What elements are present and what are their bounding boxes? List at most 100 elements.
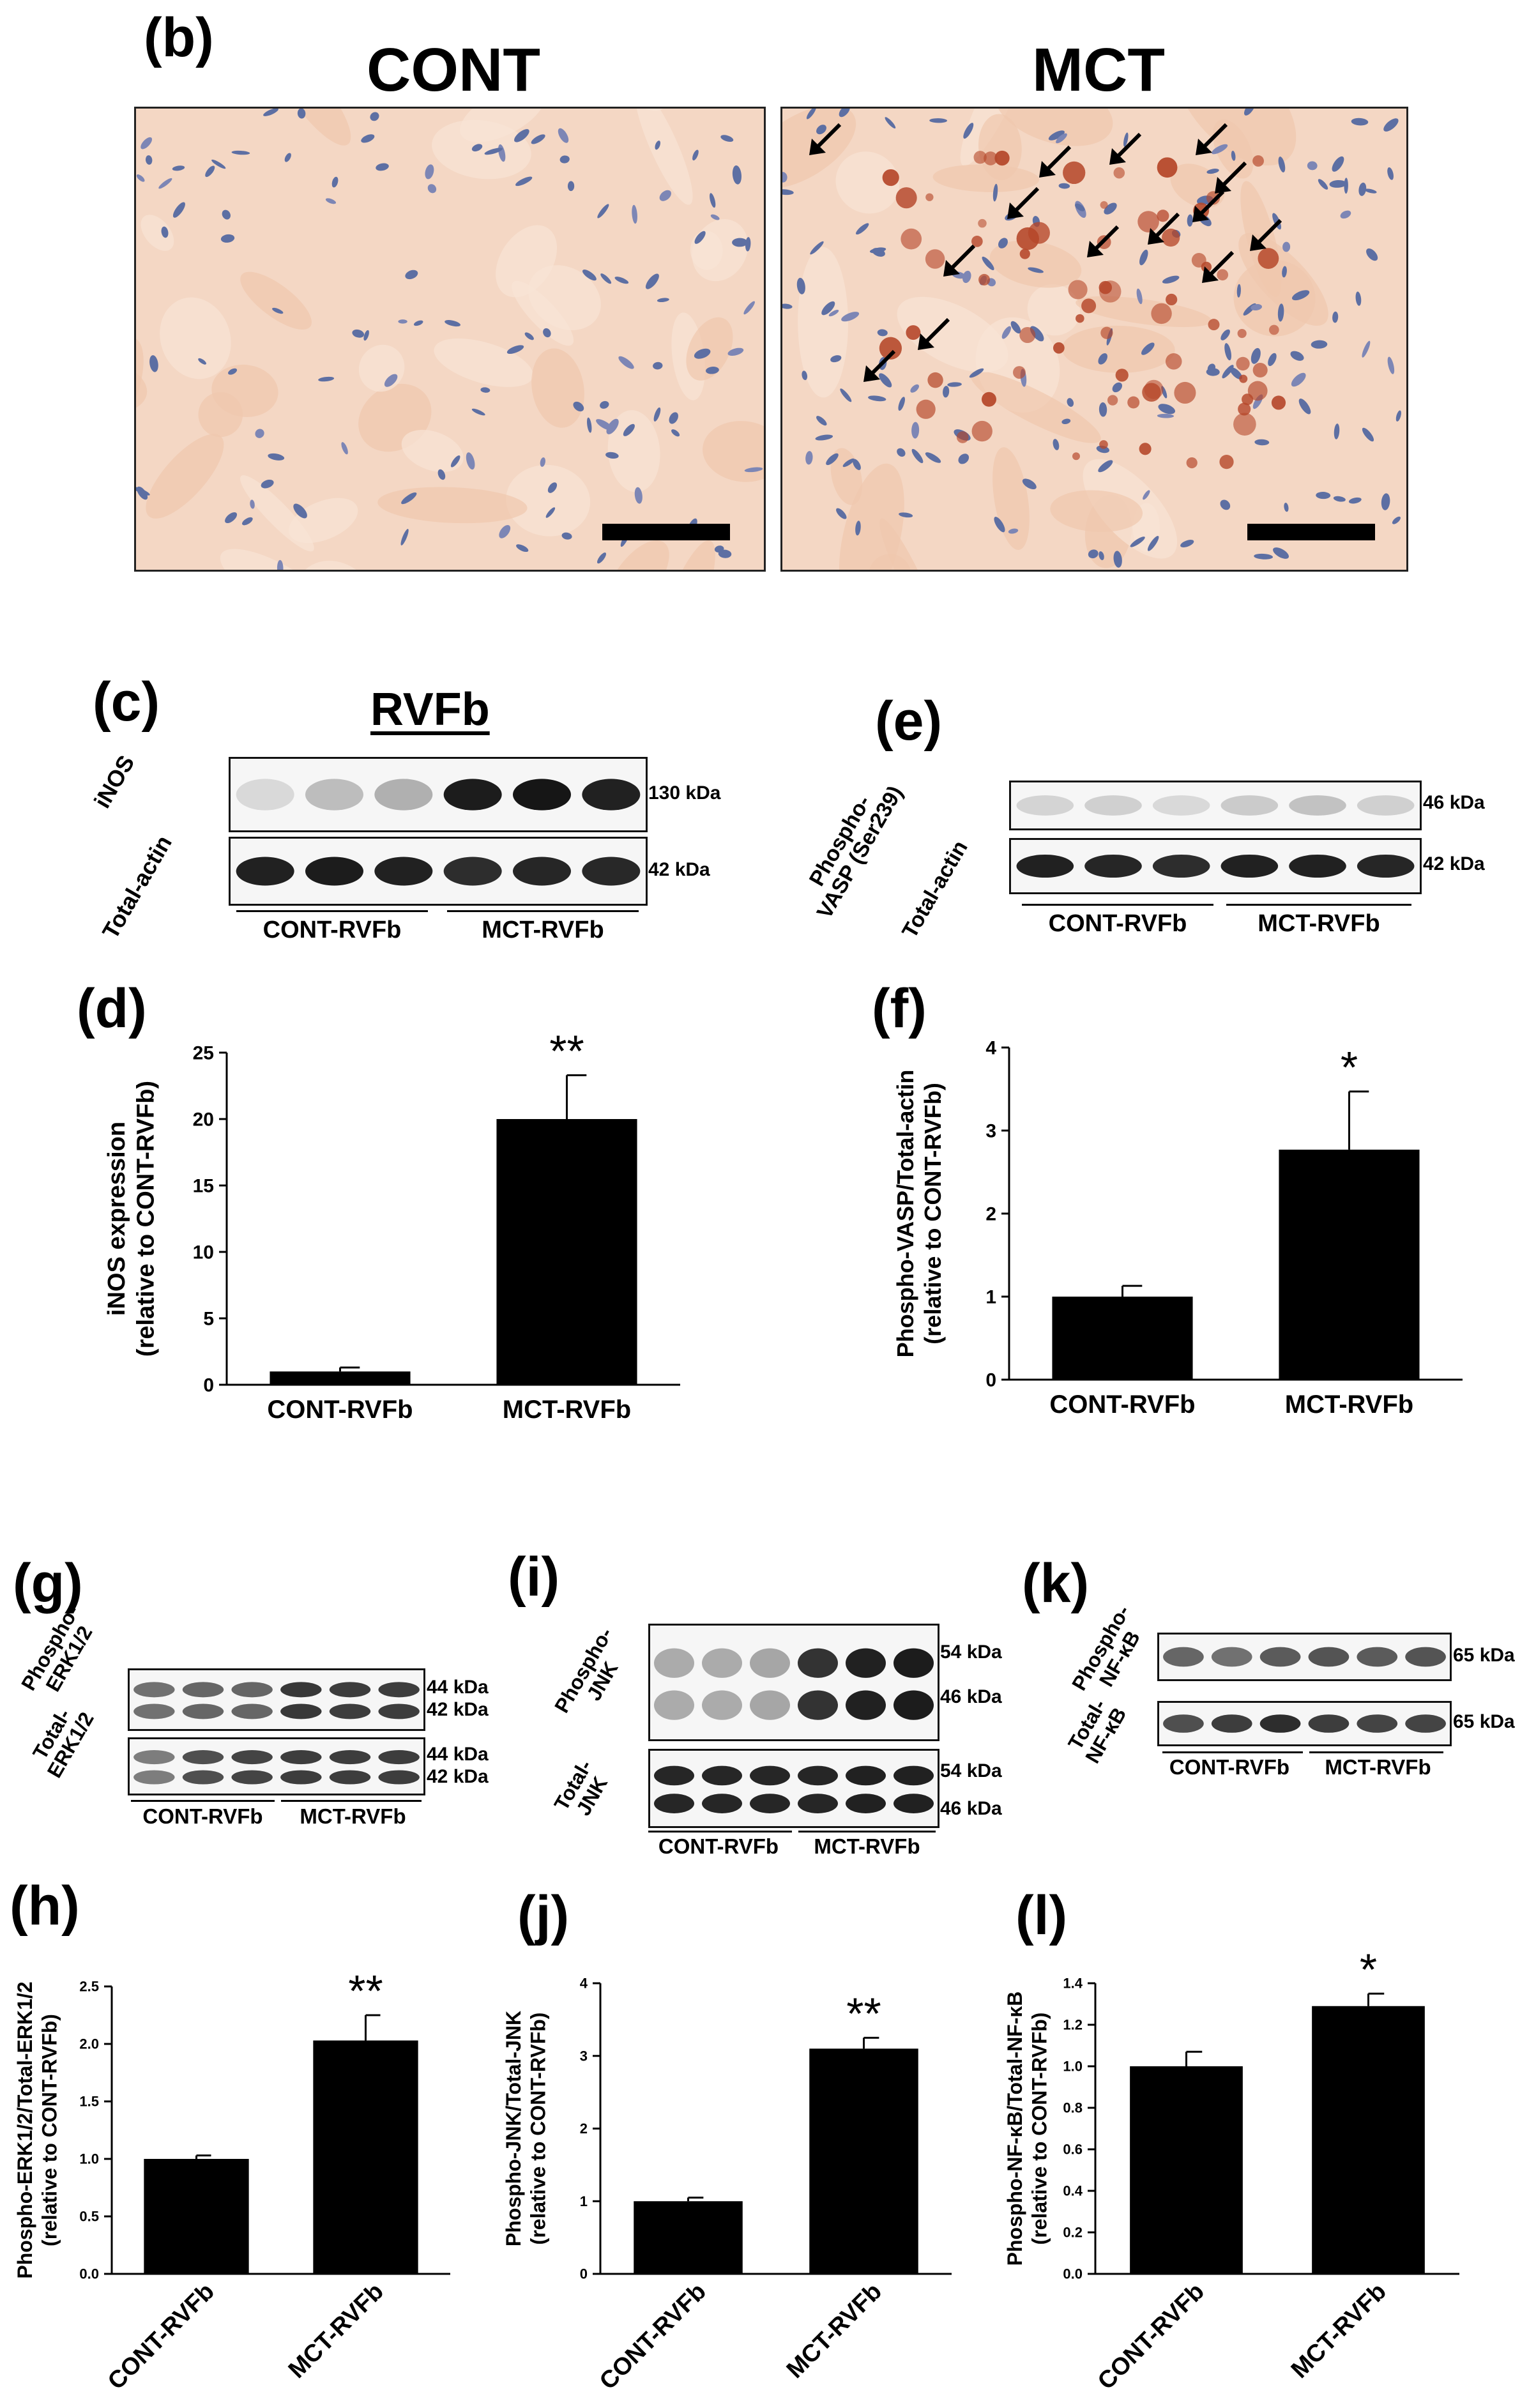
x-tick-label: CONT-RVFb (1049, 1391, 1195, 1419)
blot-band (1357, 1647, 1398, 1667)
stained-cell (1269, 324, 1279, 335)
blot-band (846, 1765, 886, 1786)
tissue-fiber (1175, 109, 1296, 166)
blot-band (305, 857, 363, 886)
tissue-nucleus (1291, 372, 1306, 387)
tissue-nucleus (1008, 528, 1019, 534)
tissue-nucleus (910, 384, 919, 393)
panel-label-g: (g) (13, 1553, 83, 1614)
y-axis-label-line1: iNOS expression (103, 1122, 130, 1316)
tissue-nucleus (1130, 537, 1145, 547)
tissue-fiber (960, 109, 1032, 166)
blot-band (133, 1682, 175, 1698)
tissue-nucleus (842, 458, 855, 468)
blot-band (654, 1794, 694, 1813)
y-tick-label: 2.5 (79, 1979, 99, 1995)
blot-band (1016, 854, 1074, 878)
tissue-nucleus (136, 487, 150, 496)
tissue-nucleus (1332, 156, 1344, 172)
tissue-nucleus (1099, 551, 1104, 560)
arrow-icon (1087, 225, 1120, 257)
tissue-nucleus (606, 418, 619, 434)
tissue-nucleus (1187, 214, 1193, 227)
tissue-nucleus (669, 412, 678, 424)
stained-cell (927, 372, 943, 388)
blot-band (513, 857, 571, 886)
group-label-mct-i: MCT-RVFb (814, 1834, 920, 1858)
x-tick-label: MCT-RVFb (1286, 2278, 1392, 2384)
blot-band (182, 1703, 224, 1719)
tissue-nucleus (1251, 304, 1263, 311)
stained-cell (1238, 402, 1251, 416)
tissue-nucleus (401, 492, 417, 505)
blot-band (846, 1648, 886, 1678)
stained-cell (1028, 222, 1050, 244)
y-tick-label: 0 (985, 1370, 996, 1391)
tissue-nucleus (1123, 132, 1129, 147)
y-tick-label: 20 (193, 1109, 214, 1131)
tissue-nucleus (982, 256, 994, 271)
group-label-mct-c: MCT-RVFb (482, 917, 604, 943)
tissue-nucleus (398, 319, 407, 324)
tissue-nucleus (1162, 275, 1180, 284)
blot-band (582, 779, 641, 811)
stained-cell (901, 228, 922, 250)
y-axis-label: Phospho-VASP/Total-actin (relative to CON… (892, 1070, 946, 1358)
group-label-cont-i: CONT-RVFb (658, 1834, 779, 1858)
tissue-fiber (240, 271, 312, 330)
panel-label-k: (k) (1022, 1553, 1090, 1614)
tissue-nucleus (720, 135, 734, 142)
tissue-nucleus (1220, 329, 1230, 340)
stained-cell (1174, 381, 1196, 404)
stained-cell (1137, 211, 1159, 232)
blot-band (329, 1770, 371, 1785)
tissue-nucleus (437, 469, 446, 480)
y-tick-label: 1.0 (1063, 2059, 1083, 2075)
stained-cell (1219, 455, 1234, 469)
tissue-nucleus (272, 307, 284, 314)
tissue-nucleus (1147, 535, 1159, 551)
tissue-nucleus (1272, 213, 1281, 230)
blot-band (280, 1682, 322, 1698)
tissue-nucleus (796, 277, 805, 294)
tissue-nucleus (655, 141, 661, 150)
tissue-nucleus (1141, 342, 1155, 355)
arrow-icon (1109, 132, 1142, 165)
stained-cell (971, 236, 983, 247)
bar (1279, 1149, 1420, 1380)
tissue-nucleus (573, 401, 584, 412)
tissue-nucleus (582, 270, 597, 281)
blot-band (1016, 795, 1074, 816)
tissue-nucleus (805, 451, 813, 465)
y-tick-label: 2 (580, 2121, 588, 2137)
y-tick-label: 0 (580, 2266, 588, 2282)
total-jnk-blot (648, 1749, 939, 1828)
tissue-nucleus (925, 452, 941, 463)
tissue-fiber (506, 464, 591, 537)
tissue-nucleus (816, 125, 826, 135)
tissue-nucleus (211, 159, 226, 169)
blot-band (893, 1794, 934, 1813)
tissue-nucleus (145, 155, 153, 165)
blot-band (893, 1648, 934, 1678)
tissue-nucleus (969, 368, 984, 378)
stained-cell (879, 337, 902, 360)
tissue-nucleus (947, 382, 962, 387)
kda-44-g-b: 44 kDa (427, 1744, 489, 1765)
stained-cell (1252, 362, 1268, 378)
kda-54-i-b: 54 kDa (940, 1760, 1002, 1781)
tissue-nucleus (839, 109, 850, 118)
tissue-nucleus (1268, 353, 1277, 367)
blot-band (798, 1765, 838, 1786)
tissue-nucleus (1053, 439, 1060, 450)
blot-band (231, 1750, 273, 1765)
y-tick-label: 1 (580, 2193, 588, 2209)
arrow-icon (863, 349, 896, 382)
tissue-nucleus (1158, 404, 1175, 415)
blot-band (1357, 795, 1415, 816)
significance-marker: ** (846, 1988, 881, 2038)
tissue-nucleus (1291, 290, 1310, 301)
tissue-nucleus (1311, 340, 1328, 349)
tissue-nucleus (172, 202, 185, 218)
